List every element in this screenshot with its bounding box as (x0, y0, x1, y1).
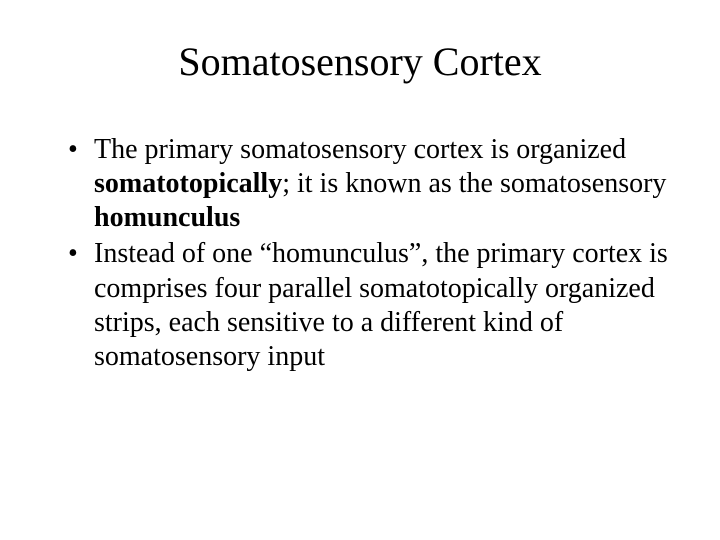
bullet-bold-part: homunculus (94, 202, 240, 233)
list-item: Instead of one “homunculus”, the primary… (68, 237, 670, 374)
list-item: The primary somatosensory cortex is orga… (68, 133, 670, 235)
bullet-text: Instead of one “homunculus”, the primary… (94, 238, 668, 371)
slide-title: Somatosensory Cortex (50, 38, 670, 85)
bullet-text-part: The primary somatosensory cortex is orga… (94, 134, 626, 165)
bullet-text-part: ; it is known as the somatosensory (282, 168, 666, 199)
bullet-list: The primary somatosensory cortex is orga… (50, 133, 670, 374)
bullet-bold-part: somatotopically (94, 168, 282, 199)
